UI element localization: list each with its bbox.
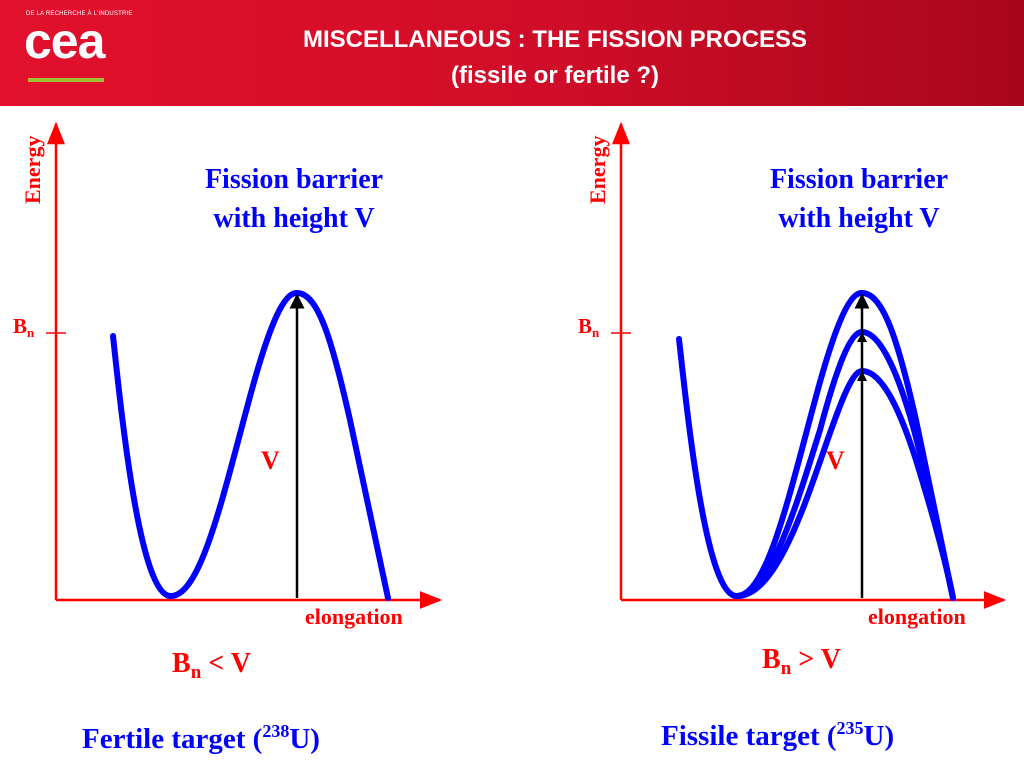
right-y-axis-label: Energy: [585, 135, 610, 204]
title-line-2: (fissile or fertile ?): [450, 62, 660, 89]
right-barrier-line-1: Fission barrier: [769, 164, 949, 195]
left-barrier-caption: Fission barrier with height V: [174, 160, 414, 238]
left-v-label: V: [261, 446, 280, 475]
left-y-axis-label: Energy: [20, 135, 45, 204]
title-line-1: MISCELLANEOUS : THE FISSION PROCESS: [302, 26, 808, 53]
left-barrier-line-1: Fission barrier: [204, 164, 384, 195]
right-inequality: Bn > V: [762, 644, 841, 679]
logo-underline: [28, 78, 104, 82]
right-arrowhead-mid: [857, 332, 867, 342]
left-bn-label: Bn: [13, 314, 35, 340]
right-barrier-line-2: with height V: [778, 203, 940, 234]
right-bn-label: Bn: [578, 314, 600, 340]
right-barrier-caption: Fission barrier with height V: [739, 160, 979, 238]
logo-tagline: DE LA RECHERCHE À L'INDUSTRIE: [26, 11, 133, 17]
cea-logo: cea: [24, 13, 105, 69]
left-barrier-line-2: with height V: [213, 203, 375, 234]
slide-title: MISCELLANEOUS : THE FISSION PROCESS (fis…: [200, 22, 910, 94]
header-banner: DE LA RECHERCHE À L'INDUSTRIE cea MISCEL…: [0, 0, 1024, 106]
right-x-axis-label: elongation: [868, 604, 966, 629]
left-potential-curve: [110, 290, 391, 601]
left-target-label: Fertile target (238U): [82, 721, 320, 755]
left-inequality: Bn < V: [172, 648, 251, 683]
right-potential-curve-high: [676, 290, 956, 601]
right-target-label: Fissile target (235U): [661, 718, 895, 752]
right-v-label: V: [826, 446, 845, 475]
right-arrowhead-low: [857, 371, 867, 381]
left-x-axis-label: elongation: [305, 604, 403, 629]
